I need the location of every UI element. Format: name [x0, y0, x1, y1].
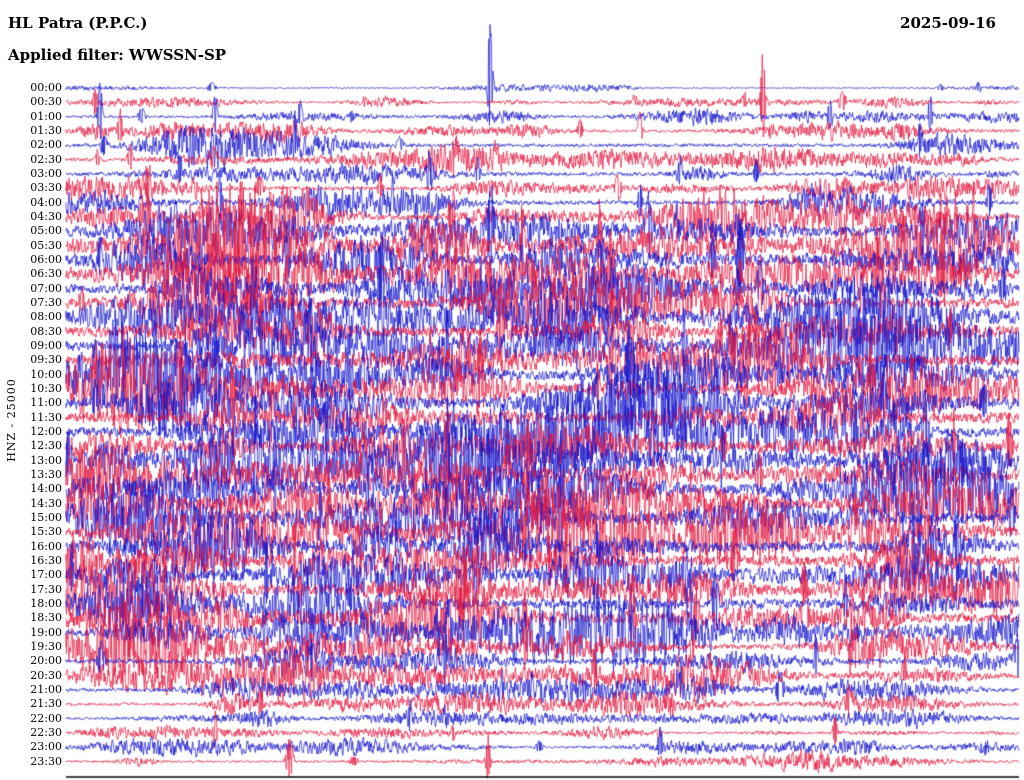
- time-label-13:30: 13:30: [30, 467, 62, 481]
- time-label-16:00: 16:00: [30, 539, 62, 553]
- time-label-23:00: 23:00: [30, 740, 62, 754]
- time-label-17:30: 17:30: [30, 582, 62, 596]
- time-label-01:00: 01:00: [30, 109, 62, 123]
- time-label-14:30: 14:30: [30, 496, 62, 510]
- time-label-07:30: 07:30: [30, 295, 62, 309]
- time-label-01:30: 01:30: [30, 123, 62, 137]
- time-label-07:00: 07:00: [30, 281, 62, 295]
- time-label-20:30: 20:30: [30, 668, 62, 682]
- time-label-22:00: 22:00: [30, 711, 62, 725]
- time-label-02:00: 02:00: [30, 138, 62, 152]
- time-label-10:30: 10:30: [30, 381, 62, 395]
- time-label-04:00: 04:00: [30, 195, 62, 209]
- time-label-12:30: 12:30: [30, 439, 62, 453]
- time-label-04:30: 04:30: [30, 209, 62, 223]
- time-label-20:00: 20:00: [30, 654, 62, 668]
- time-label-02:30: 02:30: [30, 152, 62, 166]
- time-label-05:00: 05:00: [30, 224, 62, 238]
- time-label-19:30: 19:30: [30, 639, 62, 653]
- time-axis: 00:00 00:30 01:00 01:30 02:00 02:30 03:00 03:30…: [20, 0, 62, 780]
- time-label-11:00: 11:00: [30, 396, 62, 410]
- y-axis-label: HNZ - 25000: [5, 378, 18, 462]
- station-title: HL Patra (P.P.C.): [8, 14, 148, 32]
- time-label-22:30: 22:30: [30, 725, 62, 739]
- time-label-06:00: 06:00: [30, 252, 62, 266]
- time-label-15:00: 15:00: [30, 510, 62, 524]
- time-label-23:30: 23:30: [30, 754, 62, 768]
- time-label-08:30: 08:30: [30, 324, 62, 338]
- time-label-09:00: 09:00: [30, 338, 62, 352]
- time-label-06:30: 06:30: [30, 267, 62, 281]
- time-label-00:30: 00:30: [30, 95, 62, 109]
- time-label-21:00: 21:00: [30, 682, 62, 696]
- time-label-03:00: 03:00: [30, 166, 62, 180]
- filter-label: Applied filter: WWSSN-SP: [8, 46, 227, 64]
- time-label-13:00: 13:00: [30, 453, 62, 467]
- time-label-10:00: 10:00: [30, 367, 62, 381]
- time-label-15:30: 15:30: [30, 525, 62, 539]
- time-label-21:30: 21:30: [30, 697, 62, 711]
- time-label-05:30: 05:30: [30, 238, 62, 252]
- time-label-17:00: 17:00: [30, 568, 62, 582]
- date-label: 2025-09-16: [900, 14, 996, 32]
- time-label-00:00: 00:00: [30, 81, 62, 94]
- time-label-18:30: 18:30: [30, 611, 62, 625]
- time-label-19:00: 19:00: [30, 625, 62, 639]
- time-label-03:30: 03:30: [30, 181, 62, 195]
- time-label-14:00: 14:00: [30, 482, 62, 496]
- time-label-08:00: 08:00: [30, 310, 62, 324]
- time-label-18:00: 18:00: [30, 596, 62, 610]
- time-label-09:30: 09:30: [30, 353, 62, 367]
- time-label-16:30: 16:30: [30, 553, 62, 567]
- time-label-11:30: 11:30: [30, 410, 62, 424]
- time-label-12:00: 12:00: [30, 424, 62, 438]
